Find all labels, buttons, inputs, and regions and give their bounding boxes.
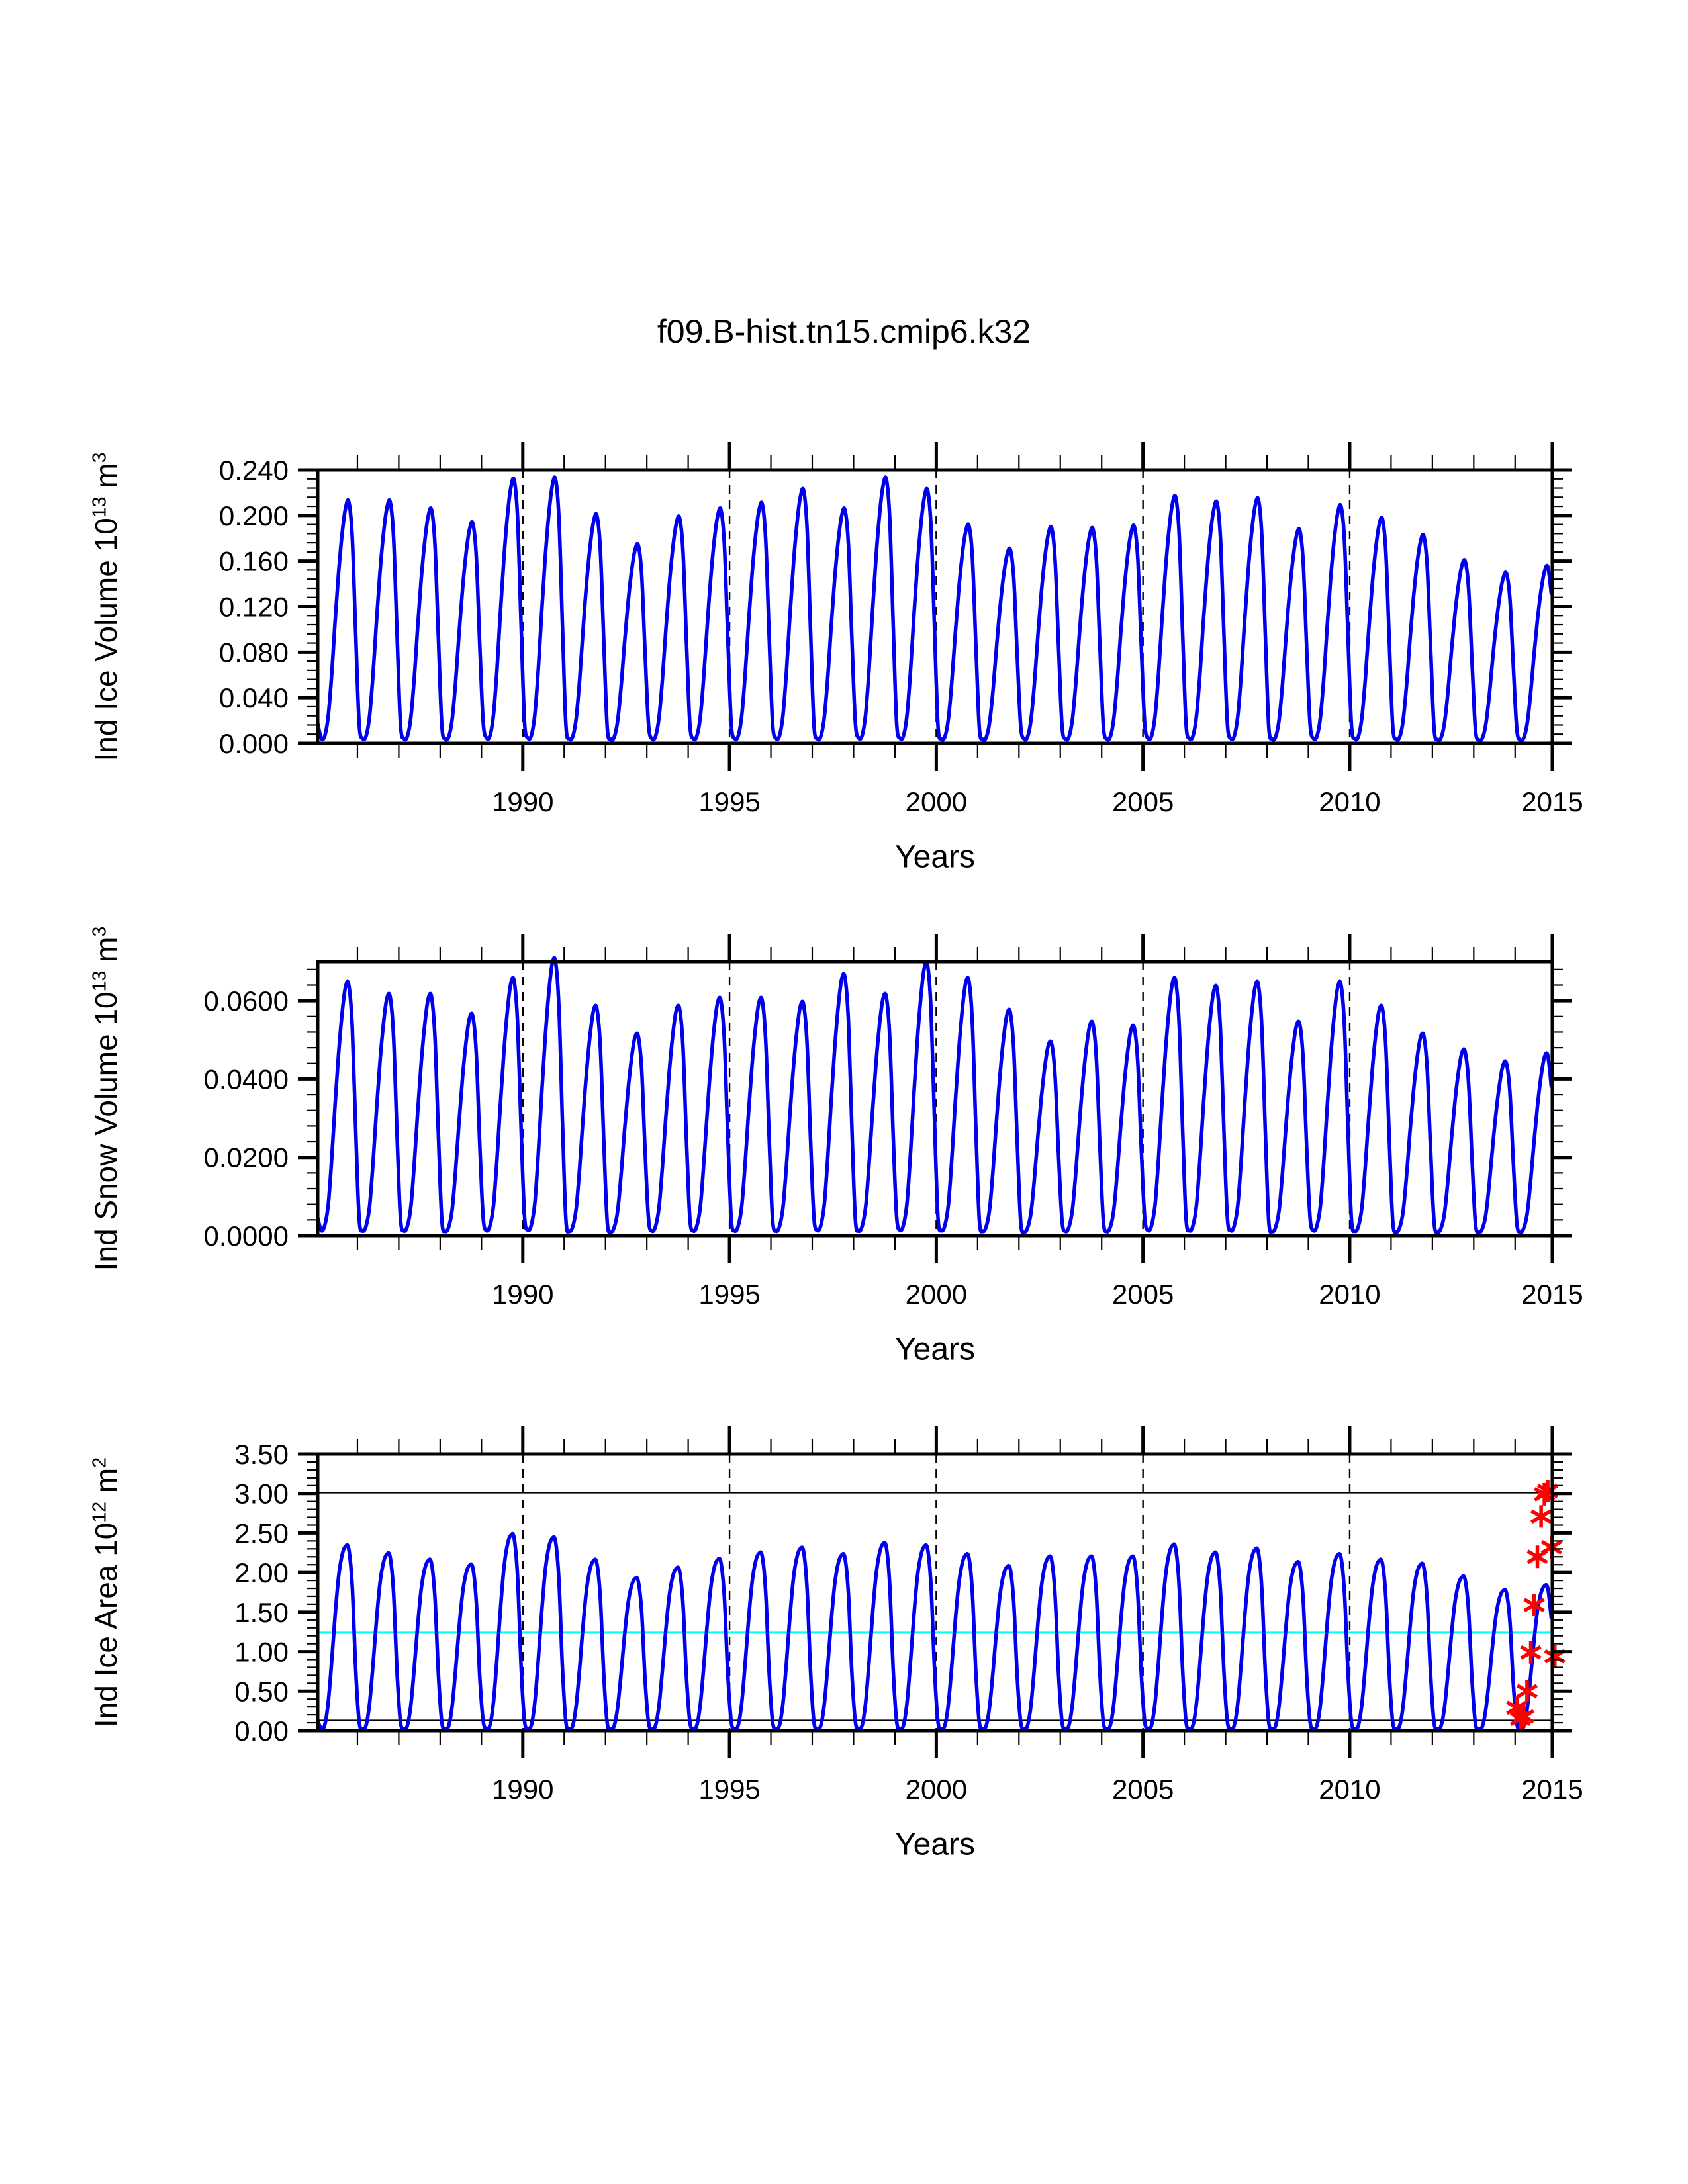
x-tick-label: 2010 [1319, 786, 1380, 817]
y-tick-label: 0.120 [219, 592, 289, 623]
x-axis-title-snow-volume: Years [895, 1332, 975, 1367]
x-tick-label: 2015 [1521, 1774, 1583, 1805]
x-tick-label: 2005 [1112, 1774, 1174, 1805]
x-axis-title-ice-area: Years [895, 1827, 975, 1862]
x-tick-label: 2005 [1112, 1279, 1174, 1310]
y-tick-label: 0.0400 [204, 1064, 289, 1095]
x-tick-label: 1995 [698, 1279, 760, 1310]
x-tick-label: 1990 [492, 1279, 553, 1310]
y-tick-label: 0.040 [219, 682, 289, 713]
x-tick-label: 2010 [1319, 1279, 1380, 1310]
y-tick-label: 0.240 [219, 455, 289, 486]
y-tick-label: 0.00 [234, 1715, 289, 1747]
plot-ice-area: 1990 1995 2000 2005 2010 2015 0.00 0.50 1.00 1.50… [234, 1426, 1583, 1805]
y-tick-label: 0.0000 [204, 1220, 289, 1251]
y-tick-label: 0.0200 [204, 1142, 289, 1173]
y-tick-label: 1.00 [234, 1637, 289, 1668]
x-tick-label: 2010 [1319, 1774, 1380, 1805]
x-tick-label: 2000 [906, 786, 967, 817]
y-tick-label: 1.50 [234, 1597, 289, 1628]
y-tick-label: 2.50 [234, 1518, 289, 1549]
y-tick-label: 0.160 [219, 546, 289, 577]
x-tick-label: 2000 [906, 1774, 967, 1805]
plot-ice-volume: 1990 1995 2000 2005 2010 2015 0.000 0.040 0.080 0… [219, 442, 1583, 817]
x-tick-label: 2015 [1521, 1279, 1583, 1310]
x-tick-label: 1990 [492, 1774, 553, 1805]
x-tick-label: 1995 [698, 786, 760, 817]
y-tick-label: 0.080 [219, 637, 289, 668]
y-tick-label: 3.50 [234, 1439, 289, 1470]
y-tick-label: 0.50 [234, 1676, 289, 1707]
chart-title: f09.B-hist.tn15.cmip6.k32 [657, 313, 1031, 350]
x-tick-label: 2005 [1112, 786, 1174, 817]
plot-snow-volume: 1990 1995 2000 2005 2010 2015 0.0000 0.0200 0.04… [204, 934, 1583, 1310]
y-tick-label: 0.000 [219, 728, 289, 759]
y-tick-label: 3.00 [234, 1479, 289, 1510]
x-tick-label: 2000 [906, 1279, 967, 1310]
x-tick-label: 1995 [698, 1774, 760, 1805]
x-axis-title-ice-volume: Years [895, 839, 975, 875]
x-tick-label: 1990 [492, 786, 553, 817]
y-tick-label: 2.00 [234, 1557, 289, 1588]
x-tick-label: 2015 [1521, 786, 1583, 817]
y-tick-label: 0.200 [219, 500, 289, 531]
y-tick-label: 0.0600 [204, 985, 289, 1017]
